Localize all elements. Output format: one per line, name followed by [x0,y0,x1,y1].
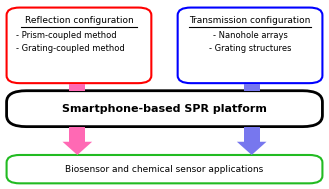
Text: - Nanohole arrays: - Nanohole arrays [213,31,288,40]
FancyBboxPatch shape [7,91,322,127]
Text: Smartphone-based SPR platform: Smartphone-based SPR platform [62,104,267,114]
Text: - Grating-coupled method: - Grating-coupled method [16,44,125,53]
Polygon shape [244,127,260,142]
FancyBboxPatch shape [7,8,151,83]
Text: Transmission configuration: Transmission configuration [190,16,311,25]
FancyBboxPatch shape [178,8,322,83]
Polygon shape [69,84,85,91]
Polygon shape [244,84,260,91]
Text: - Grating structures: - Grating structures [209,44,291,53]
FancyBboxPatch shape [7,155,322,183]
Polygon shape [237,142,266,155]
Text: Reflection configuration: Reflection configuration [25,16,133,25]
Polygon shape [69,127,85,142]
Polygon shape [63,142,92,155]
Text: - Prism-coupled method: - Prism-coupled method [16,31,117,40]
Text: Biosensor and chemical sensor applications: Biosensor and chemical sensor applicatio… [65,165,264,174]
